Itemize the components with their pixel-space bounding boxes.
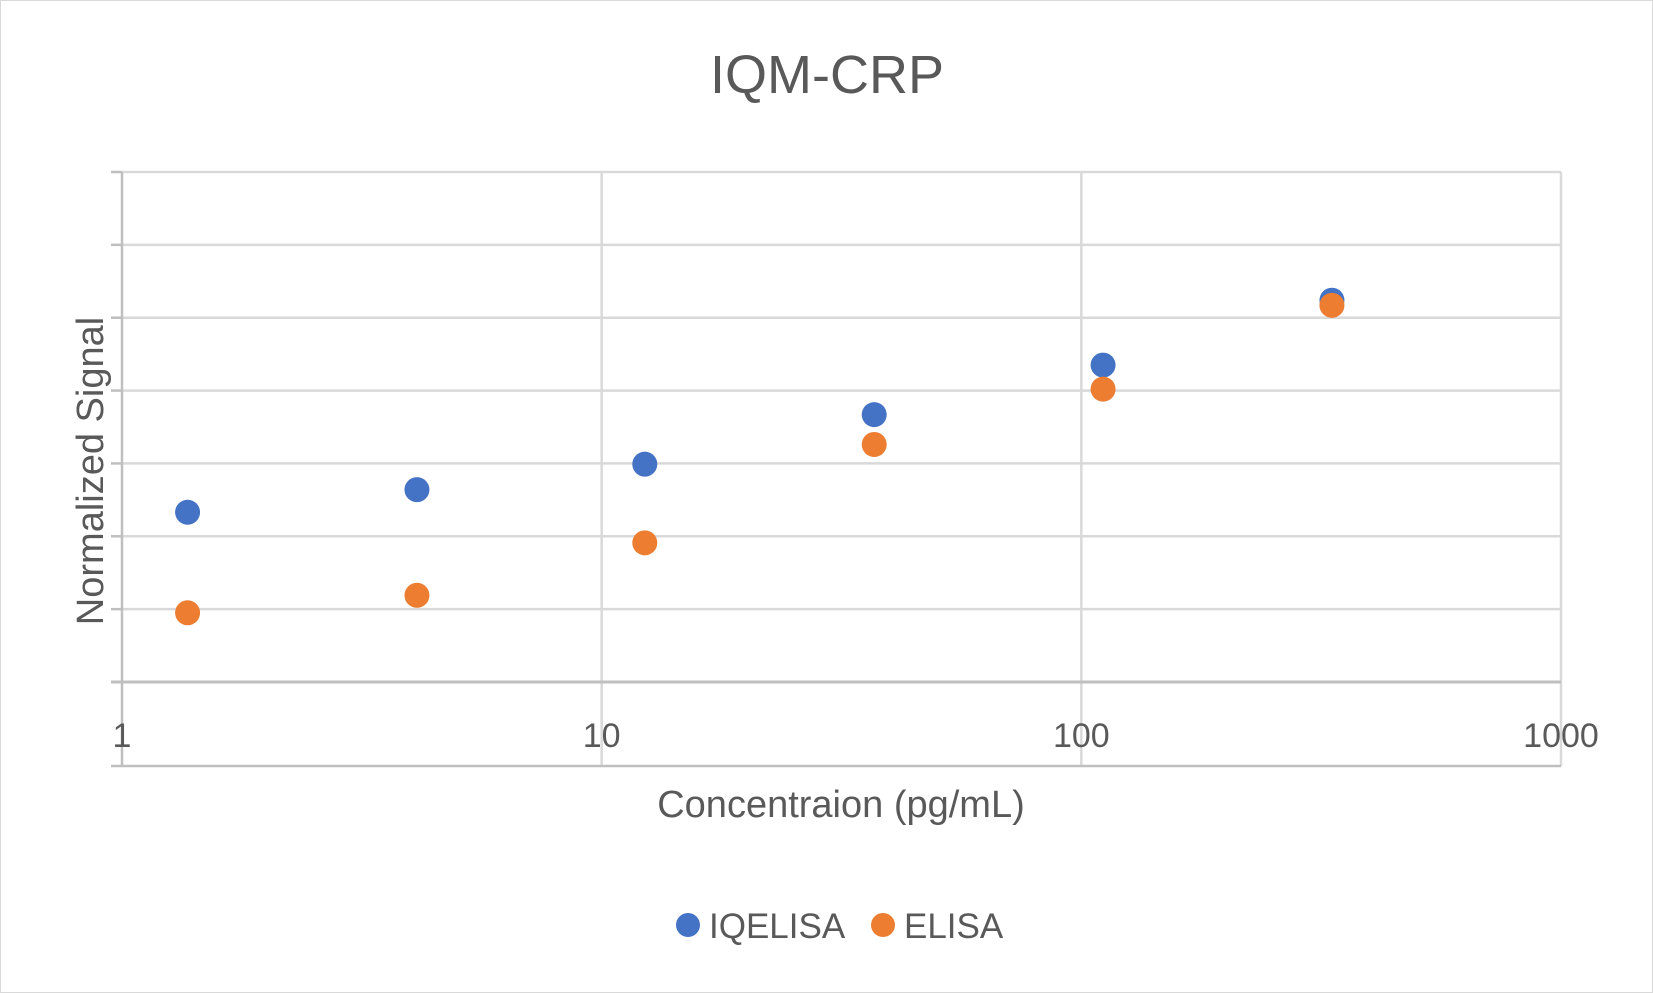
- elisa-point-5: [1319, 292, 1345, 318]
- x-tick-label-1000: 1000: [1523, 717, 1599, 755]
- x-tick-label-1: 1: [113, 717, 132, 755]
- elisa-point-1: [404, 582, 430, 608]
- legend-marker-elisa: [871, 913, 895, 937]
- x-tick-labels: 1 10 100 1000: [113, 717, 1599, 755]
- legend: IQELISA ELISA: [676, 907, 1004, 946]
- iqelisa-point-2: [632, 451, 658, 477]
- iqelisa-point-4: [1090, 352, 1116, 378]
- grid-layer: [122, 170, 1563, 766]
- legend-label-iqelisa: IQELISA: [709, 907, 846, 946]
- elisa-point-2: [632, 530, 658, 556]
- data-points: [175, 287, 1345, 626]
- y-axis-title: Normalized Signal: [70, 317, 112, 625]
- iqelisa-point-1: [404, 477, 430, 503]
- elisa-point-3: [861, 431, 887, 457]
- x-axis-title: Concentraion (pg/mL): [657, 784, 1025, 826]
- elisa-point-4: [1090, 376, 1116, 402]
- elisa-point-0: [175, 600, 201, 626]
- axis-layer: [111, 170, 1561, 768]
- legend-label-elisa: ELISA: [904, 907, 1004, 946]
- x-tick-label-10: 10: [583, 717, 621, 755]
- iqelisa-point-3: [861, 402, 887, 428]
- iqelisa-point-0: [175, 499, 201, 525]
- chart-title: IQM-CRP: [710, 45, 944, 105]
- x-tick-label-100: 100: [1053, 717, 1110, 755]
- legend-marker-iqelisa: [676, 913, 700, 937]
